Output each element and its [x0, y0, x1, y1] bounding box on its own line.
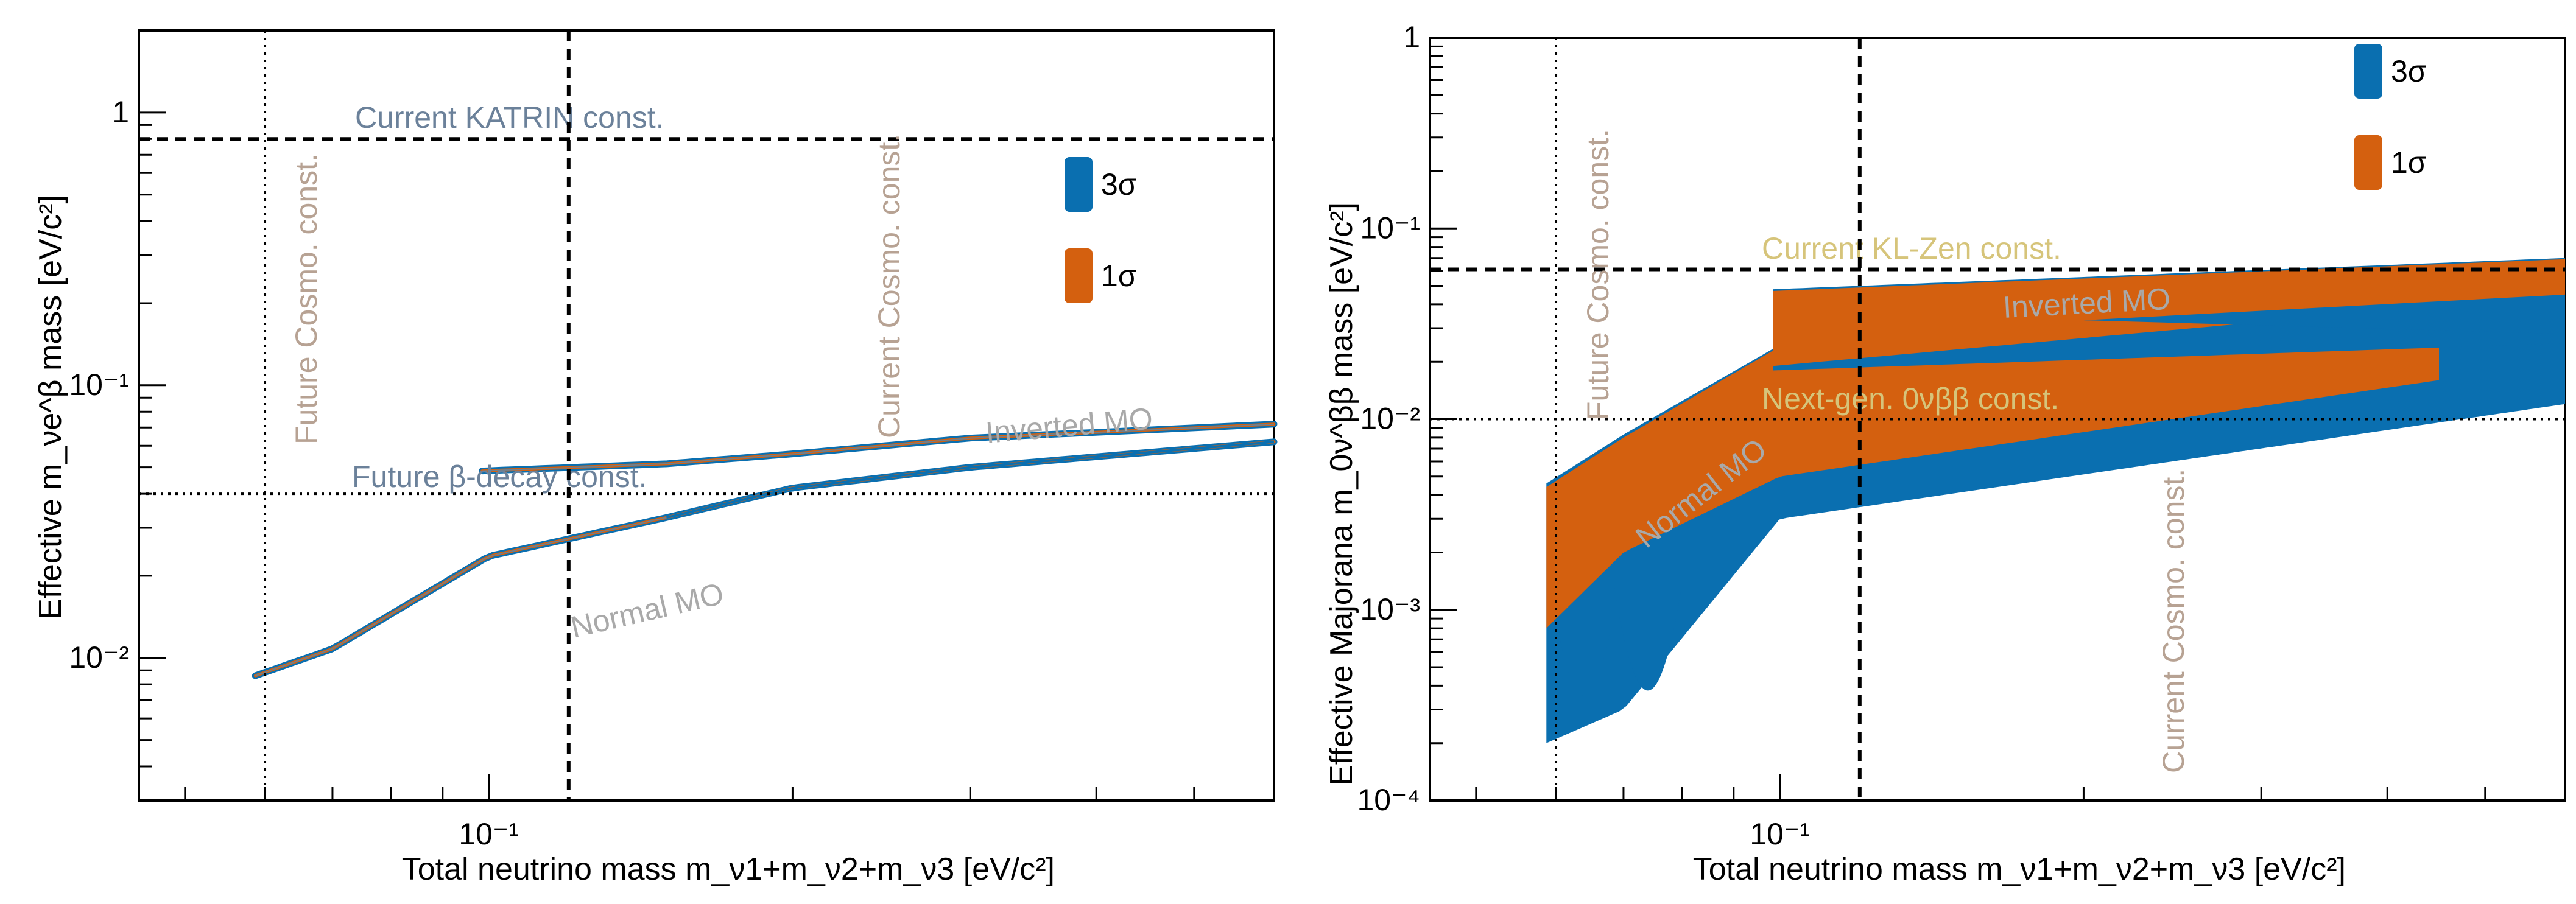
right-ref-label: Next-gen. 0νββ const.	[1762, 382, 2059, 416]
right-legend-swatch	[2354, 44, 2382, 99]
right-normal-mo-3sigma-lobe	[1550, 588, 1618, 696]
left-legend-swatch	[1065, 157, 1093, 212]
left-axes-frame	[138, 29, 1275, 802]
left-y-tick-label: 10⁻²	[69, 640, 129, 674]
left-ref-label: Future Cosmo. const.	[289, 153, 323, 444]
left-legend-swatch	[1065, 248, 1093, 303]
right-y-tick-label: 10⁻²	[1360, 402, 1420, 436]
left-ref-label: Future β-decay const.	[352, 460, 647, 494]
right-ref-label: Current KL-Zen const.	[1762, 231, 2061, 265]
left-x-tick-label: 10⁻¹	[459, 817, 519, 851]
right-normal-mo-1sigma-band	[1546, 285, 2439, 629]
right-normal-mo-3sigma-lobe	[1614, 588, 1681, 691]
right-ref-label: Future Cosmo. const.	[1581, 129, 1615, 420]
left-y-tick-label: 1	[112, 95, 129, 129]
right-y-tick-label: 10⁻⁴	[1357, 783, 1421, 817]
right-inverted-mo-1sigma-band	[1773, 259, 2565, 366]
left-normal-mo-label: Normal MO	[568, 576, 727, 645]
left-x-axis-title: Total neutrino mass m_ν1+m_ν2+m_ν3 [eV/c…	[402, 852, 1055, 887]
left-legend-label: 3σ	[1101, 167, 1137, 201]
right-y-axis-title: Effective Majorana m_0ν^ββ mass [eV/c²]	[1324, 202, 1359, 786]
left-inverted-mo-label: Inverted MO	[984, 401, 1154, 450]
right-y-tick-label: 10⁻³	[1360, 592, 1420, 626]
right-ref-label: Current Cosmo. const.	[2156, 469, 2191, 773]
right-inverted-mo-3sigma-wedge	[2083, 294, 2565, 334]
right-x-axis-title: Total neutrino mass m_ν1+m_ν2+m_ν3 [eV/c…	[1693, 852, 2346, 887]
right-legend-label: 3σ	[2391, 54, 2427, 88]
right-legend-swatch	[2354, 135, 2382, 190]
right-x-tick-label: 10⁻¹	[1750, 817, 1810, 851]
right-legend-label: 1σ	[2391, 145, 2427, 180]
left-normal-mo-edge	[666, 440, 1275, 519]
left-y-tick-label: 10⁻¹	[69, 368, 129, 402]
left-ref-label: Current KATRIN const.	[355, 100, 664, 135]
right-y-tick-label: 1	[1403, 20, 1420, 54]
left-legend-label: 1σ	[1101, 259, 1137, 293]
left-ref-label: Current Cosmo. const.	[872, 134, 906, 438]
right-y-tick-label: 10⁻¹	[1360, 211, 1420, 245]
left-y-axis-title: Effective m_νe^β mass [eV/c²]	[33, 195, 68, 620]
left-inverted-mo-central-line	[482, 423, 1275, 472]
